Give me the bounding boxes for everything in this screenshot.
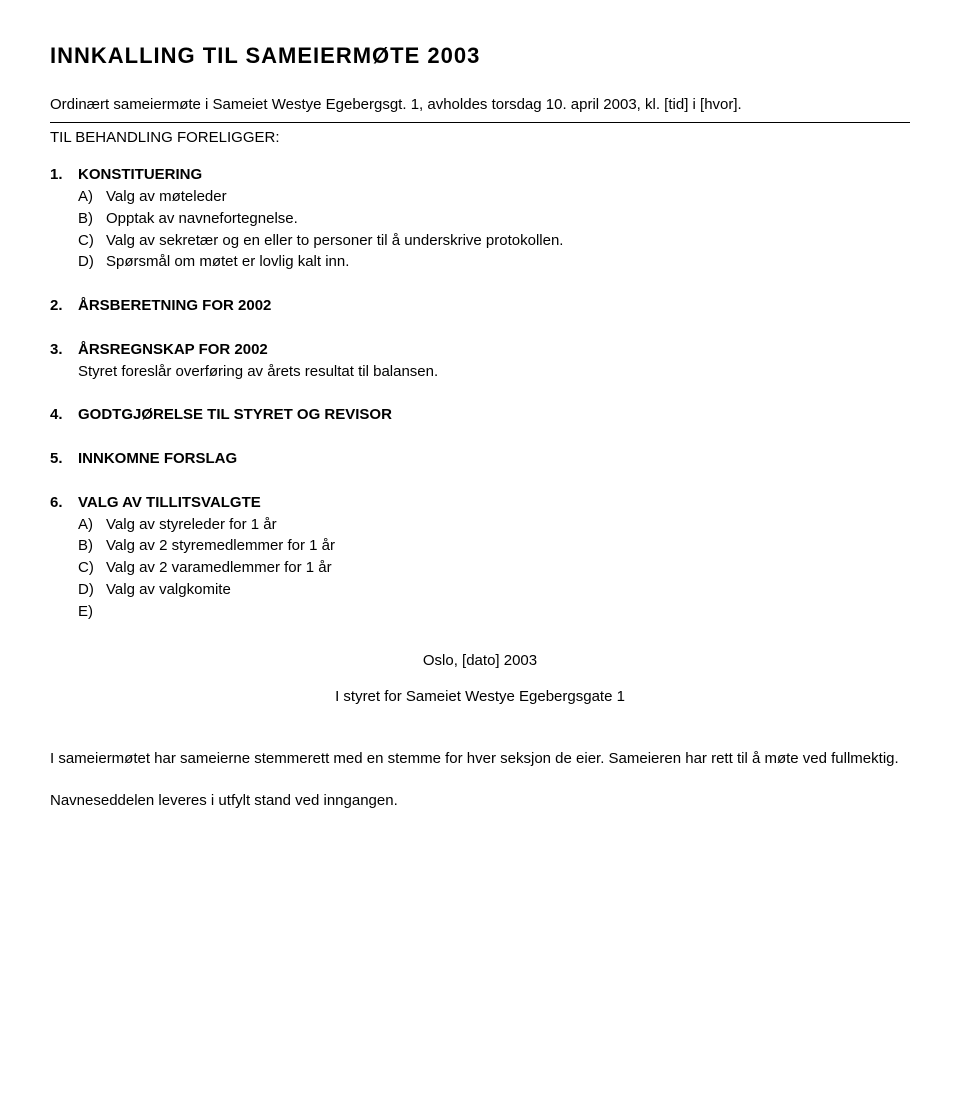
sub-letter: A)	[78, 514, 106, 536]
item-title: GODTGJØRELSE TIL STYRET OG REVISOR	[78, 404, 392, 426]
sub-text: Valg av styreleder for 1 år	[106, 514, 277, 536]
item-title: ÅRSBERETNING FOR 2002	[78, 295, 271, 317]
sub-letter: A)	[78, 186, 106, 208]
sub-letter: C)	[78, 557, 106, 579]
sub-text: Valg av møteleder	[106, 186, 227, 208]
sub-item: E)	[78, 601, 910, 623]
sub-text: Valg av valgkomite	[106, 579, 231, 601]
sub-item: B) Valg av 2 styremedlemmer for 1 år	[78, 535, 910, 557]
sub-letter: B)	[78, 535, 106, 557]
agenda-item: 1. KONSTITUERING A) Valg av møteleder B)…	[50, 164, 910, 273]
sub-item: D) Spørsmål om møtet er lovlig kalt inn.	[78, 251, 910, 273]
sub-item: A) Valg av styreleder for 1 år	[78, 514, 910, 536]
sub-item: A) Valg av møteleder	[78, 186, 910, 208]
sub-letter: D)	[78, 251, 106, 273]
place-date: Oslo, [dato] 2003	[50, 650, 910, 672]
agenda-item: 3. ÅRSREGNSKAP FOR 2002 Styret foreslår …	[50, 339, 910, 383]
item-body-text: Styret foreslår overføring av årets resu…	[50, 361, 910, 383]
item-number: 4.	[50, 404, 78, 426]
sub-letter: B)	[78, 208, 106, 230]
section-subhead: TIL BEHANDLING FORELIGGER:	[50, 127, 910, 149]
intro-paragraph: Ordinært sameiermøte i Sameiet Westye Eg…	[50, 94, 910, 116]
footer-paragraph: I sameiermøtet har sameierne stemmerett …	[50, 748, 910, 770]
signed-by: I styret for Sameiet Westye Egebergsgate…	[50, 686, 910, 708]
item-number: 6.	[50, 492, 78, 514]
agenda-item: 6. VALG AV TILLITSVALGTE A) Valg av styr…	[50, 492, 910, 623]
sub-text: Valg av 2 varamedlemmer for 1 år	[106, 557, 332, 579]
sub-letter: E)	[78, 601, 106, 623]
item-title: KONSTITUERING	[78, 164, 202, 186]
item-number: 5.	[50, 448, 78, 470]
sub-text: Valg av 2 styremedlemmer for 1 år	[106, 535, 335, 557]
sub-letter: C)	[78, 230, 106, 252]
item-title: VALG AV TILLITSVALGTE	[78, 492, 261, 514]
sub-text: Spørsmål om møtet er lovlig kalt inn.	[106, 251, 349, 273]
document-title: INNKALLING TIL SAMEIERMØTE 2003	[50, 40, 910, 72]
sub-item: B) Opptak av navnefortegnelse.	[78, 208, 910, 230]
item-number: 3.	[50, 339, 78, 361]
sub-letter: D)	[78, 579, 106, 601]
footer-paragraph: Navneseddelen leveres i utfylt stand ved…	[50, 790, 910, 812]
divider	[50, 122, 910, 123]
agenda-item: 4. GODTGJØRELSE TIL STYRET OG REVISOR	[50, 404, 910, 426]
agenda-item: 2. ÅRSBERETNING FOR 2002	[50, 295, 910, 317]
sub-text: Opptak av navnefortegnelse.	[106, 208, 298, 230]
item-number: 2.	[50, 295, 78, 317]
item-number: 1.	[50, 164, 78, 186]
agenda-item: 5. INNKOMNE FORSLAG	[50, 448, 910, 470]
sub-text: Valg av sekretær og en eller to personer…	[106, 230, 563, 252]
sub-item: C) Valg av 2 varamedlemmer for 1 år	[78, 557, 910, 579]
item-title: INNKOMNE FORSLAG	[78, 448, 237, 470]
item-title: ÅRSREGNSKAP FOR 2002	[78, 339, 268, 361]
sub-item: C) Valg av sekretær og en eller to perso…	[78, 230, 910, 252]
sub-item: D) Valg av valgkomite	[78, 579, 910, 601]
